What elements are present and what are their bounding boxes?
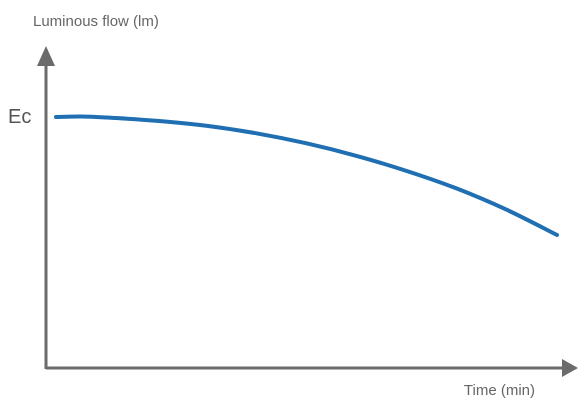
series-line xyxy=(54,114,559,237)
x-axis-label: Time (min) xyxy=(464,382,535,399)
y-tick-label: Ec xyxy=(8,106,31,128)
y-axis-arrow-icon xyxy=(37,46,55,66)
y-axis-label: Luminous flow (lm) xyxy=(33,13,159,30)
x-axis-arrow-icon xyxy=(562,359,578,377)
y-tick-labels: Ec xyxy=(8,106,31,128)
series-group xyxy=(54,114,559,237)
